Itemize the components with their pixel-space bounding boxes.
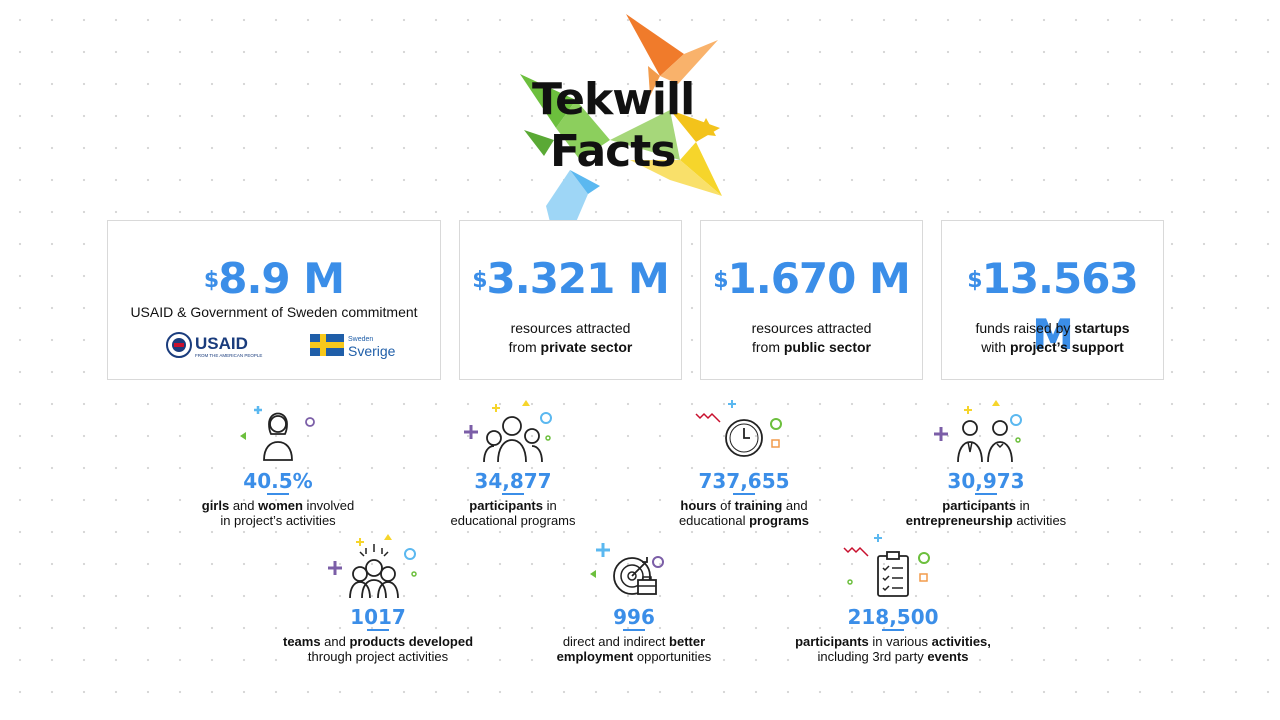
stat-value: 996 <box>613 605 655 629</box>
stat-employment-opportunities: 996 direct and indirect better employmen… <box>524 604 744 664</box>
stat-value: 30,973 <box>947 469 1025 493</box>
currency-symbol: $ <box>203 268 219 293</box>
amount-value: 8.9 M <box>218 254 345 303</box>
card-desc-line-2: with project’s support <box>981 339 1124 355</box>
checklist-icon <box>843 534 930 597</box>
card-description: USAID & Government of Sweden commitment <box>130 304 418 320</box>
card-desc-line-1: resources attracted <box>510 320 631 336</box>
logo-title: Tekwill Facts <box>532 74 732 178</box>
card-amount: $1.670 M <box>701 251 922 307</box>
stat-description: direct and indirect better employment op… <box>556 634 712 664</box>
stat-participants-entrepreneurship: 30,973 participants in entrepreneurship … <box>876 468 1096 528</box>
stat-hours-training: 737,655 hours of training and educationa… <box>634 468 854 528</box>
card-description: resources attracted from public sector <box>701 319 922 357</box>
stat-description: teams and products developed through pro… <box>282 634 474 664</box>
tekwill-logo-shape <box>520 14 722 222</box>
card-desc-line-1: resources attracted <box>751 320 872 336</box>
stat-teams-products: 1017 teams and products developed throug… <box>268 604 488 664</box>
card-amount: $8.9 M <box>108 251 440 307</box>
currency-symbol: $ <box>472 268 487 293</box>
card-desc-line-2: from private sector <box>508 339 633 355</box>
card-amount: $3.321 M <box>460 251 681 307</box>
card-startup-funds: $13.563 M funds raised by startups with … <box>941 220 1164 380</box>
target-briefcase-icon <box>590 543 664 595</box>
logo-line-1: Tekwill <box>532 74 695 125</box>
usaid-logo: USAID FROM THE AMERICAN PEOPLE <box>166 332 262 358</box>
card-usaid-sweden-commitment: $8.9 M USAID & Government of Sweden comm… <box>107 220 441 380</box>
amount-value: 13.563 M <box>981 254 1139 359</box>
clock-icon <box>695 400 782 457</box>
stat-value: 40.5% <box>243 469 313 493</box>
card-public-sector: $1.670 M resources attracted from public… <box>700 220 923 380</box>
stat-description: participants in educational programs <box>450 498 576 528</box>
sweden-logo-big: Sverige <box>348 343 396 359</box>
stat-participants-education: 34,877 participants in educational progr… <box>403 468 623 528</box>
sweden-logo: Sweden Sverige <box>310 334 396 359</box>
woman-icon <box>240 406 315 461</box>
stat-description: hours of training and educational progra… <box>678 498 810 528</box>
card-description: resources attracted from private sector <box>460 319 681 357</box>
stat-girls-women: 40.5% girls and women involved in projec… <box>168 468 388 528</box>
card-desc-line-1: funds raised by startups <box>975 320 1130 336</box>
card-description: funds raised by startups with project’s … <box>942 319 1163 357</box>
stat-value: 34,877 <box>474 469 552 493</box>
sweden-logo-small: Sweden <box>348 336 373 343</box>
stat-value: 1017 <box>350 605 406 629</box>
card-desc-line-2: from public sector <box>751 339 872 355</box>
currency-symbol: $ <box>967 268 982 293</box>
logo-line-2: Facts <box>550 126 676 177</box>
stat-description: girls and women involved in project’s ac… <box>201 498 355 528</box>
team-icon <box>328 534 417 599</box>
partner-logos: USAID FROM THE AMERICAN PEOPLE Sweden Sv… <box>108 331 440 361</box>
usaid-tagline: FROM THE AMERICAN PEOPLE <box>195 353 262 358</box>
card-amount: $13.563 M <box>942 251 1163 363</box>
amount-value: 1.670 M <box>727 254 911 303</box>
currency-symbol: $ <box>713 268 728 293</box>
card-private-sector: $3.321 M resources attracted from privat… <box>459 220 682 380</box>
stat-participants-activities: 218,500 participants in various activiti… <box>778 604 1008 664</box>
usaid-logo-text: USAID <box>195 334 248 353</box>
group-icon <box>464 400 552 463</box>
amount-value: 3.321 M <box>486 254 670 303</box>
stat-value: 737,655 <box>698 469 790 493</box>
stat-value: 218,500 <box>847 605 939 629</box>
business-people-icon <box>934 400 1022 463</box>
stat-description: participants in entrepreneurship activit… <box>905 498 1067 528</box>
stat-description: participants in various activities, incl… <box>795 634 991 664</box>
